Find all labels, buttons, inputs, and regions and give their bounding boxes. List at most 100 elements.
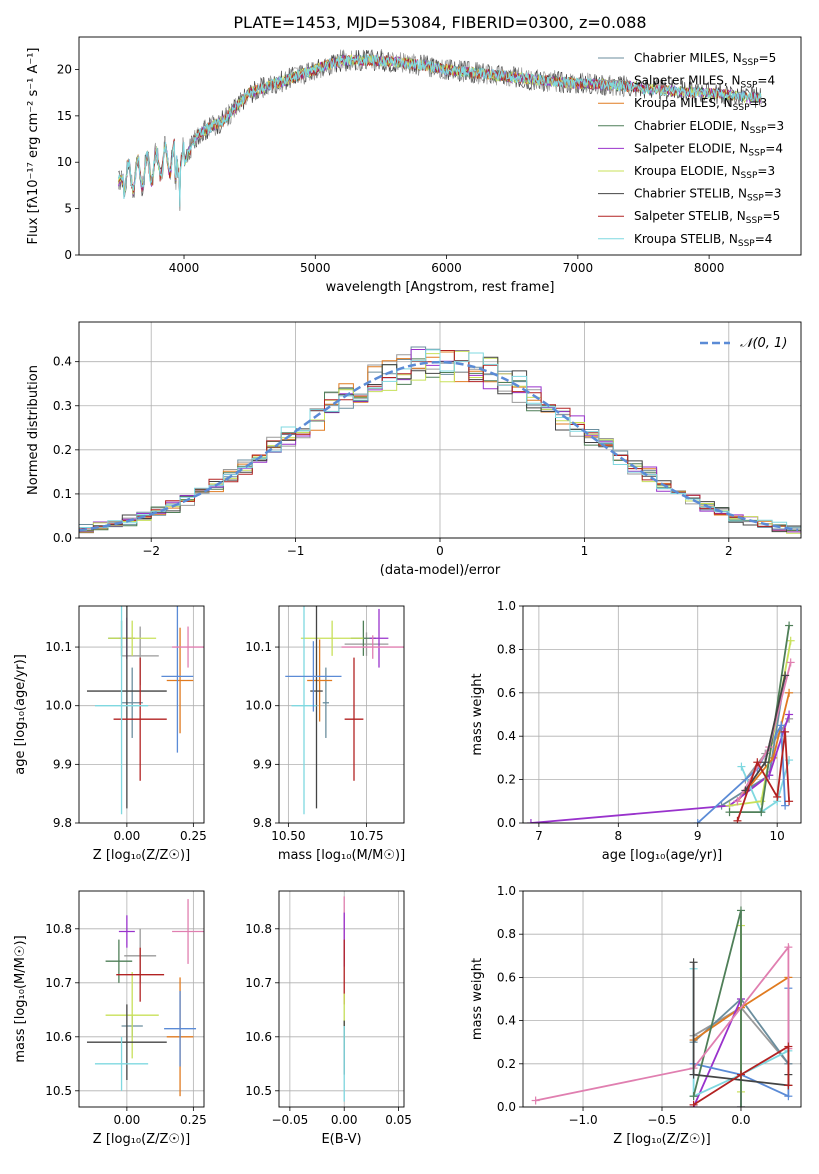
mass-weight-line	[530, 714, 790, 823]
y-tick-label: 10.0	[45, 699, 72, 713]
axes-frame	[522, 605, 802, 824]
y-tick-label: 9.8	[253, 816, 272, 830]
legend-nssp: =3	[757, 164, 775, 178]
normal-reference-curve	[79, 360, 799, 532]
y-tick-label: 10.1	[45, 640, 72, 654]
y-tick-label: 0.8	[497, 927, 516, 941]
legend-label: Chabrier MILES, NSSP=5	[634, 51, 776, 68]
y-tick-label: 15	[57, 109, 72, 123]
y-tick-label: 10.6	[245, 1030, 272, 1044]
y-tick-label: 0.2	[53, 443, 72, 457]
x-tick-label: 9	[694, 829, 702, 843]
panel-Z-mass: 0.00 0.25 10.5 10.6 10.7 10.8 Z [log₁₀(Z/Z☉)] m…	[13, 890, 207, 1147]
plot-area	[526, 621, 795, 823]
legend-subscript: SSP	[747, 194, 764, 204]
legend-label: Kroupa ELODIE, NSSP=3	[634, 164, 775, 181]
x-tick-label: 5000	[300, 261, 331, 275]
legend-subscript: SSP	[742, 58, 759, 68]
x-tick-label: −2	[142, 544, 160, 558]
y-tick-label: 0.0	[497, 816, 516, 830]
axes-frame	[78, 321, 802, 539]
legend-nssp: =4	[765, 141, 783, 155]
mass-weight-line	[693, 1044, 790, 1106]
y-tick-label: 9.8	[53, 816, 72, 830]
panel-Z-massweight: −1.0 −0.5 0.0 0.0 0.2 0.4 0.6 0.8 1.0 Z [log₁₀(Z/…	[470, 884, 802, 1147]
x-tick-label: 0.25	[180, 1113, 207, 1127]
x-tick-label: 0.05	[385, 1113, 412, 1127]
x-tick-label: 0.00	[114, 829, 141, 843]
legend-nssp: =5	[763, 209, 781, 223]
legend-subscript: SSP	[746, 216, 763, 226]
y-tick-label: 0.0	[497, 1100, 516, 1114]
x-axis-label: wavelength [Angstrom, rest frame]	[326, 280, 555, 295]
y-tick-label: 10.7	[45, 976, 72, 990]
y-axis-label: Flux [fλ10⁻¹⁷ erg cm⁻² s⁻¹ A⁻¹]	[26, 48, 41, 245]
y-tick-label: 1.0	[497, 599, 516, 613]
x-tick-label: 4000	[169, 261, 200, 275]
axes-frame	[78, 890, 205, 1108]
axes-frame	[78, 605, 205, 824]
legend-nssp: =3	[764, 187, 782, 201]
legend-nssp: =3	[750, 96, 768, 110]
y-axis-label: age [log₁₀(age/yr)]	[13, 654, 28, 775]
x-axis-label: Z [log₁₀(Z/Z☉)]	[93, 1132, 190, 1147]
x-tick-label: −1	[287, 544, 305, 558]
y-tick-label: 10.5	[45, 1084, 72, 1098]
y-tick-label: 0.2	[497, 1057, 516, 1071]
x-axis-label: Z [log₁₀(Z/Z☉)]	[93, 848, 190, 863]
panel-spectrum: 4000 5000 6000 7000 8000 0 5 10 15 20 wavelength […	[26, 36, 802, 295]
y-tick-label: 10.1	[245, 640, 272, 654]
y-tick-label: 1.0	[497, 884, 516, 898]
axes-frame	[278, 890, 405, 1108]
mass-weight-line	[729, 625, 790, 813]
y-axis-label: mass weight	[470, 958, 485, 1040]
plot-area	[86, 899, 204, 1097]
plot-area	[531, 906, 793, 1107]
spectrum-line	[117, 54, 762, 207]
legend-nssp: =4	[755, 232, 773, 246]
y-tick-label: 0.2	[497, 773, 516, 787]
mass-weight-line	[721, 675, 786, 807]
y-tick-label: 0.6	[497, 970, 516, 984]
y-axis-label: Normed distribution	[26, 365, 41, 495]
panel-Z-age: 0.00 0.25 9.8 9.9 10.0 10.1 Z [log₁₀(Z/Z☉)] age…	[13, 605, 207, 863]
y-tick-label: 9.9	[53, 757, 72, 771]
legend-subscript: SSP	[738, 239, 755, 249]
x-tick-label: 8000	[694, 261, 725, 275]
x-axis-label: mass [log₁₀(M/M☉)]	[278, 848, 405, 863]
panel-residuals: −2 −1 0 1 2 0.0 0.1 0.2 0.3 0.4 (data-model)/error…	[26, 321, 802, 578]
x-tick-label: 8	[614, 829, 622, 843]
legend-subscript: SSP	[748, 148, 765, 158]
x-tick-label: 1	[581, 544, 589, 558]
y-tick-label: 0.3	[53, 399, 72, 413]
legend-subscript: SSP	[741, 171, 758, 181]
y-tick-label: 9.9	[253, 757, 272, 771]
plot-area	[285, 606, 404, 815]
axes-frame	[278, 605, 405, 824]
x-tick-label: 10.50	[271, 829, 305, 843]
x-axis-label: Z [log₁₀(Z/Z☉)]	[613, 1132, 710, 1147]
plot-area	[86, 606, 204, 815]
x-tick-label: 0.00	[331, 1113, 358, 1127]
x-tick-label: 0	[436, 544, 444, 558]
panel-EBV-mass: −0.05 0.00 0.05 10.5 10.6 10.7 10.8 E(B-V)	[245, 890, 412, 1147]
y-tick-label: 0	[64, 248, 72, 262]
legend-label: Salpeter ELODIE, NSSP=4	[634, 141, 783, 158]
x-tick-label: 7000	[563, 261, 594, 275]
legend-label: Kroupa STELIB, NSSP=4	[634, 232, 772, 249]
spectrum-line	[118, 54, 762, 207]
x-axis-label: E(B-V)	[321, 1132, 361, 1147]
y-tick-label: 20	[57, 62, 72, 76]
mass-weight-line	[535, 944, 790, 1102]
x-tick-label: 10.75	[349, 829, 383, 843]
x-tick-label: −1.0	[568, 1113, 597, 1127]
plot-area	[79, 346, 801, 534]
y-tick-label: 0.6	[497, 686, 516, 700]
x-axis-label: (data-model)/error	[380, 563, 501, 578]
legend-nssp: =3	[766, 119, 784, 133]
y-tick-label: 10.0	[245, 699, 272, 713]
y-tick-label: 10.6	[45, 1030, 72, 1044]
legend-label: 𝒩(0, 1)	[740, 336, 787, 351]
